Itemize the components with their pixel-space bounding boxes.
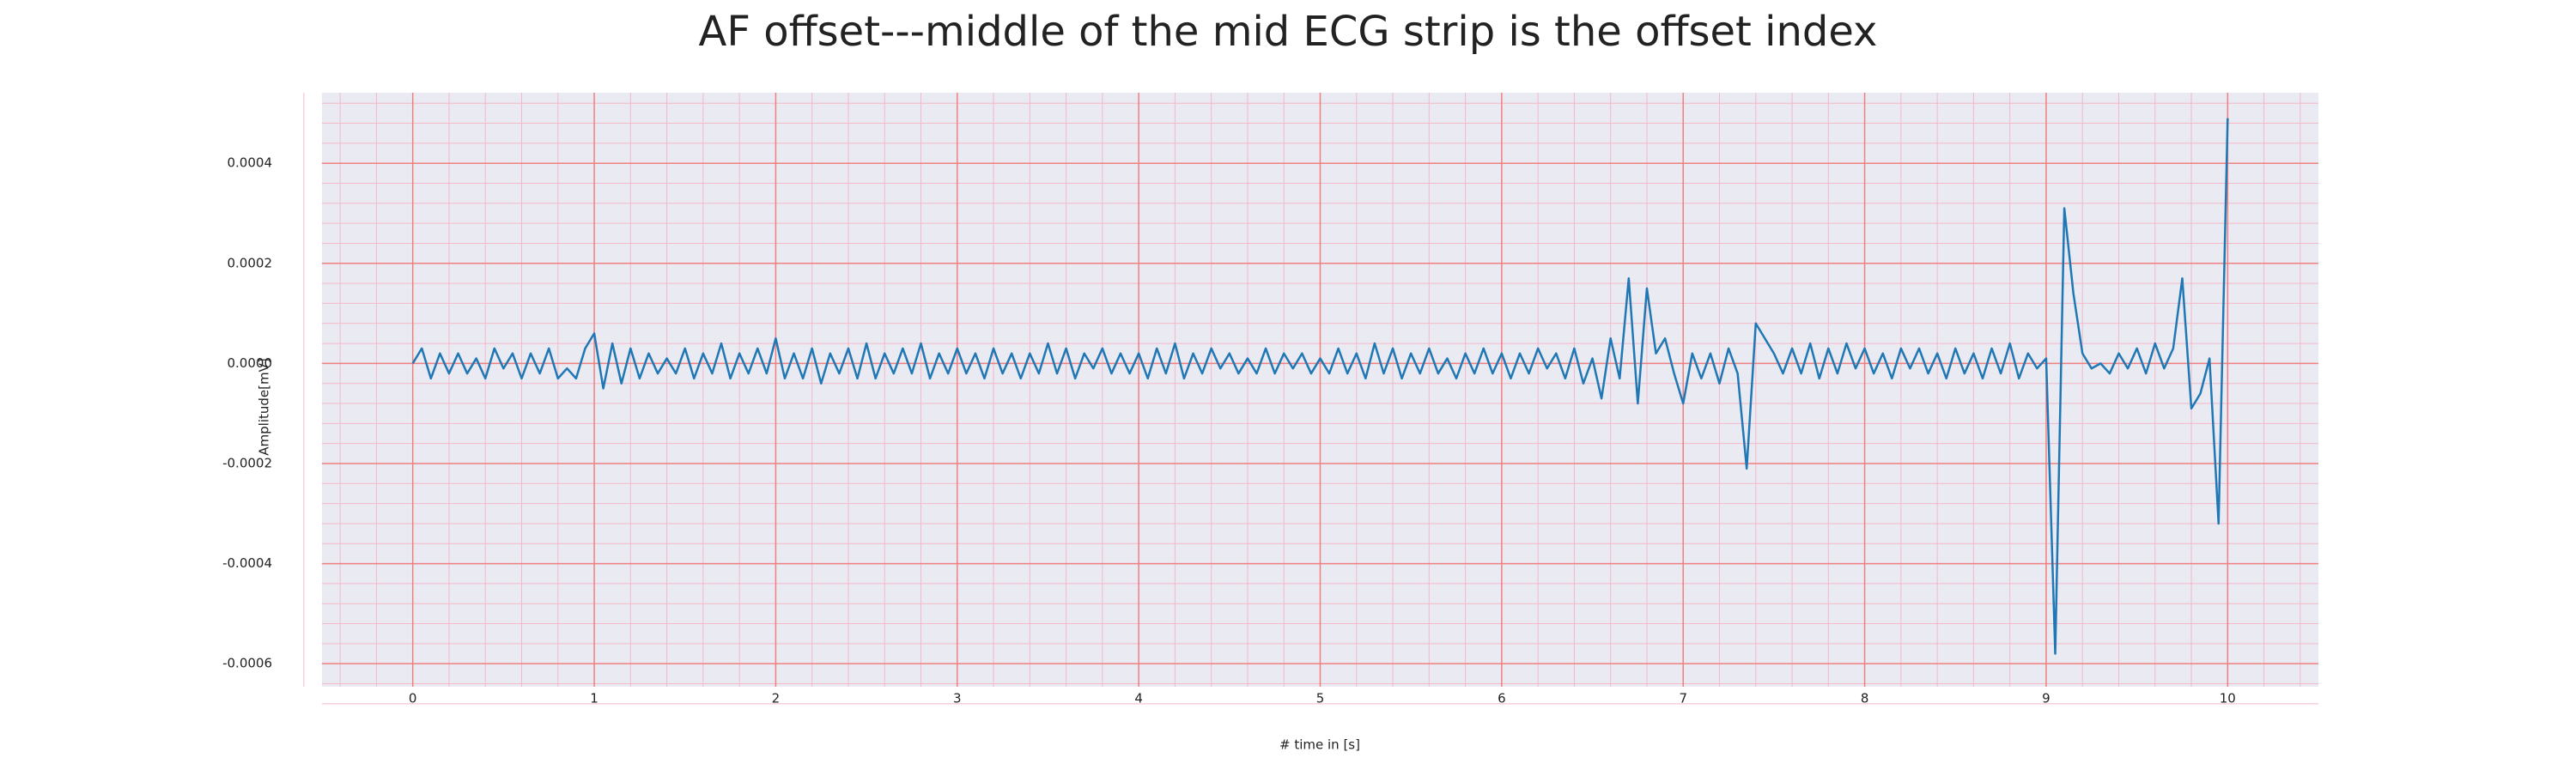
x-tick-label: 0 (409, 691, 417, 706)
x-tick-label: 2 (772, 691, 781, 706)
y-tick-label: 0.0000 (228, 355, 273, 371)
x-tick-label: 8 (1861, 691, 1869, 706)
y-axis-label: Amplitude[mV] (257, 358, 272, 455)
x-tick-label: 10 (2220, 691, 2236, 706)
y-tick-label: -0.0004 (222, 555, 272, 571)
y-tick-label: -0.0006 (222, 656, 272, 671)
ecg-line (411, 118, 2229, 655)
y-tick-label: -0.0002 (222, 455, 272, 470)
x-axis-label: # time in [s] (1279, 737, 1360, 753)
x-tick-label: 7 (1679, 691, 1687, 706)
x-tick-label: 4 (1134, 691, 1143, 706)
x-tick-label: 6 (1498, 691, 1506, 706)
x-tick-label: 5 (1316, 691, 1325, 706)
x-tick-label: 1 (590, 691, 598, 706)
y-tick-label: 0.0004 (228, 155, 273, 171)
x-tick-label: 3 (953, 691, 962, 706)
chart-title: AF offset---middle of the mid ECG strip … (699, 8, 1878, 56)
x-tick-label: 9 (2042, 691, 2050, 706)
y-tick-label: 0.0002 (228, 255, 273, 270)
